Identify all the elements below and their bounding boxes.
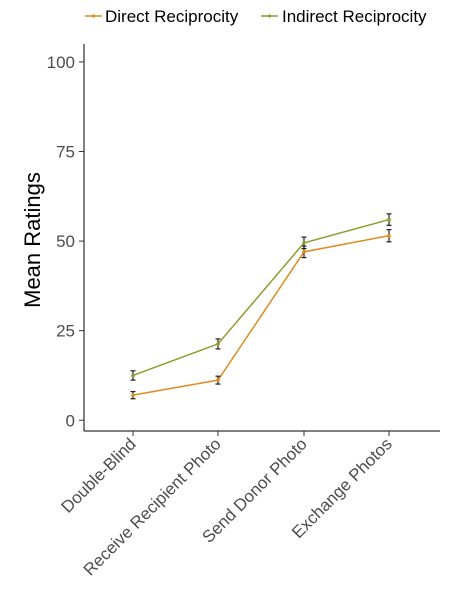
- x-tick-label-0: Double-Blind: [58, 434, 140, 516]
- legend-item-direct-reciprocity: Direct Reciprocity: [85, 7, 239, 26]
- data-point: [387, 233, 391, 238]
- y-tick-label-25: 25: [56, 322, 75, 341]
- legend-point-direct-reciprocity: [91, 14, 96, 18]
- data-point: [216, 378, 220, 382]
- y-axis-ticks: 0 25 50 75 100: [47, 53, 84, 430]
- y-axis-title: Mean Ratings: [20, 172, 45, 308]
- legend-label-direct-reciprocity: Direct Reciprocity: [105, 7, 239, 26]
- series-layer: [130, 213, 392, 400]
- data-point: [387, 217, 391, 222]
- legend-point-indirect-reciprocity: [267, 14, 272, 18]
- legend-item-indirect-reciprocity: Indirect Reciprocity: [261, 7, 427, 26]
- y-tick-label-50: 50: [56, 232, 75, 251]
- y-tick-label-100: 100: [47, 53, 75, 72]
- x-tick-label-1: Receive Recipient Photo: [80, 434, 225, 579]
- data-point: [302, 250, 306, 254]
- series-1: [130, 213, 392, 381]
- data-point: [131, 373, 135, 378]
- legend-label-indirect-reciprocity: Indirect Reciprocity: [282, 7, 427, 26]
- series-line-1: [132, 218, 390, 377]
- data-point: [302, 241, 306, 245]
- series-line-0: [132, 234, 390, 396]
- data-point: [131, 393, 135, 397]
- series-0: [130, 229, 392, 400]
- data-point: [216, 342, 220, 346]
- y-tick-label-75: 75: [56, 143, 75, 162]
- y-tick-label-0: 0: [66, 411, 75, 430]
- legend: Direct Reciprocity Indirect Reciprocity: [85, 7, 427, 26]
